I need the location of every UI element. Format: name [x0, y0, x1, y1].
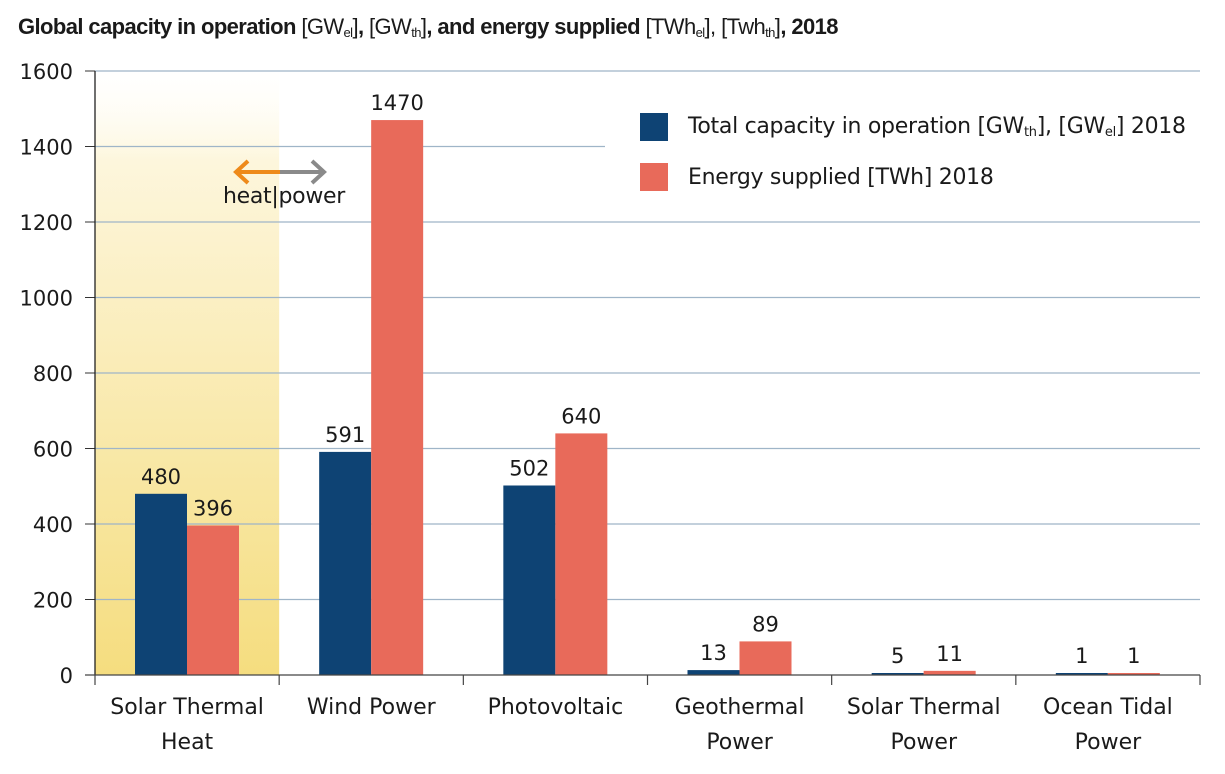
y-tick-label: 1200 [20, 211, 73, 235]
category-label: Photovoltaic [488, 695, 624, 720]
data-label: 640 [561, 404, 601, 428]
data-label: 1470 [370, 91, 423, 115]
chart-title: Global capacity in operation [GWel], [GW… [18, 14, 838, 40]
bar [871, 673, 924, 675]
data-label: 1 [1127, 644, 1140, 668]
y-tick-label: 600 [33, 438, 73, 462]
category-label: Wind Power [307, 695, 437, 720]
power-label: power [278, 184, 346, 209]
legend-label-energy: Energy supplied [TWh] 2018 [688, 164, 994, 190]
bar [503, 485, 556, 675]
bar [687, 670, 740, 675]
category-label: Solar Thermal [847, 695, 1001, 720]
heat-label: heat [223, 184, 272, 209]
bar [739, 641, 792, 675]
data-label: 502 [509, 456, 549, 480]
y-tick-label: 400 [33, 513, 73, 537]
y-tick-label: 1600 [20, 60, 73, 84]
y-tick-label: 800 [33, 362, 73, 386]
data-label: 13 [700, 641, 727, 665]
category-label: Solar Thermal [110, 695, 264, 720]
data-label: 480 [141, 465, 181, 489]
legend-item-capacity: Total capacity in operation [GWth], [GWe… [640, 102, 1186, 152]
y-tick-label: 1400 [20, 136, 73, 160]
bar [187, 525, 239, 675]
bar [1055, 673, 1108, 675]
data-label: 591 [325, 423, 365, 447]
data-label: 1 [1075, 644, 1088, 668]
bar [923, 670, 976, 675]
category-label: Heat [161, 730, 214, 755]
legend-swatch-capacity [640, 113, 668, 141]
y-tick-label: 0 [60, 664, 73, 688]
bar [135, 493, 187, 675]
legend: Total capacity in operation [GWth], [GWe… [640, 102, 1186, 202]
legend-item-energy: Energy supplied [TWh] 2018 [640, 152, 1186, 202]
heat-power-annotation: heat|power [223, 184, 345, 209]
legend-label-capacity: Total capacity in operation [GWth], [GWe… [688, 114, 1186, 140]
arrow-left-icon [233, 159, 250, 185]
data-label: 5 [891, 644, 904, 668]
separator: | [271, 184, 279, 209]
y-tick-label: 1000 [20, 287, 73, 311]
category-label: Power [890, 730, 957, 755]
data-label: 11 [936, 642, 963, 666]
bar [1107, 673, 1160, 675]
category-label: Power [1075, 730, 1142, 755]
bar [319, 451, 372, 675]
category-label: Ocean Tidal [1043, 695, 1173, 720]
arrow-right-icon [310, 159, 327, 185]
bar [371, 120, 424, 675]
y-tick-label: 200 [33, 589, 73, 613]
legend-swatch-energy [640, 163, 668, 191]
heat-power-arrow [233, 159, 327, 185]
category-label: Power [706, 730, 773, 755]
data-label: 396 [193, 497, 233, 521]
bar [555, 433, 608, 675]
data-label: 89 [752, 612, 779, 636]
category-label: Geothermal [675, 695, 805, 720]
